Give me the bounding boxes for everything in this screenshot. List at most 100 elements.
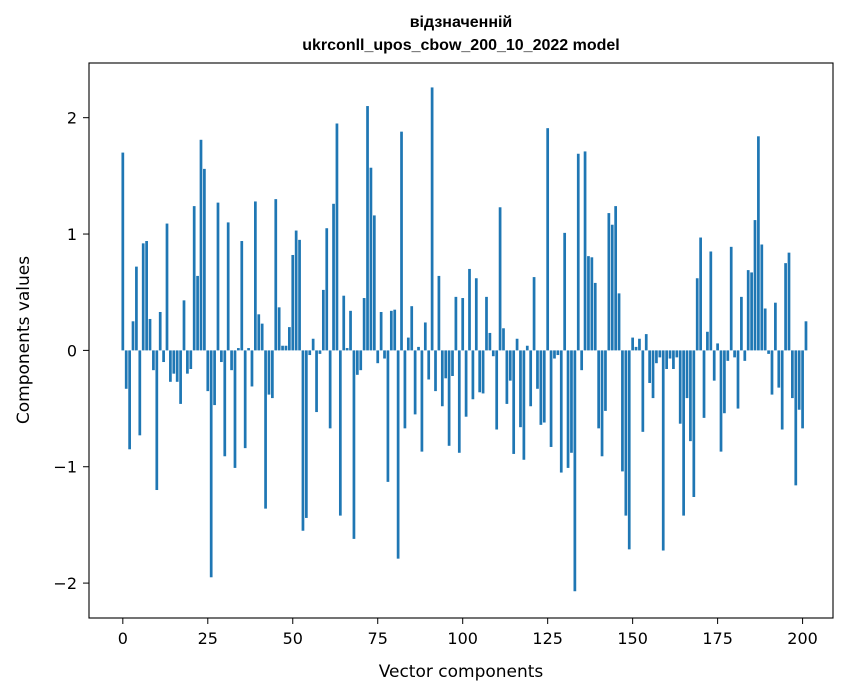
bar xyxy=(488,332,492,351)
y-tick-label: −2 xyxy=(53,574,77,593)
bar xyxy=(481,350,485,394)
bar xyxy=(277,307,281,351)
bar xyxy=(610,224,614,351)
bar xyxy=(362,298,366,351)
bar xyxy=(699,237,702,351)
bar xyxy=(791,350,794,399)
bar xyxy=(549,350,553,447)
bar xyxy=(451,350,454,376)
bar xyxy=(655,350,658,364)
bar xyxy=(196,275,199,351)
bar xyxy=(267,350,271,395)
bar xyxy=(342,295,346,351)
bar xyxy=(393,309,397,351)
bar xyxy=(644,334,648,351)
bar xyxy=(726,350,730,361)
bar xyxy=(631,337,634,351)
chart-title-line-1: відзначенній xyxy=(410,14,513,31)
bar xyxy=(685,350,689,399)
bar xyxy=(546,128,550,351)
bar xyxy=(315,350,318,413)
bar xyxy=(723,350,726,414)
bar xyxy=(593,282,597,351)
bar xyxy=(614,206,618,351)
bar xyxy=(328,350,332,429)
bar xyxy=(529,350,533,407)
bar xyxy=(318,350,322,354)
bar xyxy=(746,270,750,351)
bar xyxy=(801,350,804,429)
bar xyxy=(600,350,604,457)
bar xyxy=(709,251,713,351)
bar xyxy=(780,350,784,430)
bar xyxy=(590,257,594,351)
bar xyxy=(352,350,356,539)
bar xyxy=(621,350,624,472)
x-tick-label: 100 xyxy=(447,629,478,648)
bar xyxy=(311,338,315,351)
bar xyxy=(716,343,719,351)
x-tick-label: 50 xyxy=(283,629,303,648)
bar xyxy=(209,350,213,578)
bar xyxy=(308,350,312,356)
bar xyxy=(192,206,196,351)
bar xyxy=(566,350,570,468)
bar xyxy=(604,350,607,411)
x-tick-label: 0 xyxy=(118,629,128,648)
bar xyxy=(733,350,736,358)
bar xyxy=(485,296,488,351)
bar xyxy=(376,350,380,364)
bar xyxy=(502,328,505,351)
bar xyxy=(274,199,278,351)
bar xyxy=(665,350,668,370)
bar xyxy=(403,350,407,429)
bar xyxy=(702,350,706,418)
bar xyxy=(223,350,227,457)
bar xyxy=(491,350,495,357)
bar xyxy=(607,213,611,351)
x-tick-label: 200 xyxy=(787,629,818,648)
bar xyxy=(355,350,359,375)
x-tick-label: 75 xyxy=(368,629,388,648)
bar xyxy=(512,350,516,454)
bar xyxy=(345,348,349,351)
bar xyxy=(583,151,587,351)
bar xyxy=(553,350,556,359)
bar xyxy=(366,106,369,351)
bar xyxy=(617,293,621,351)
bar xyxy=(203,168,206,351)
bar xyxy=(410,306,414,351)
bar xyxy=(784,263,787,351)
bar xyxy=(420,350,424,452)
bar xyxy=(706,331,709,351)
bar xyxy=(740,296,743,351)
bar xyxy=(736,350,740,409)
y-tick-label: −1 xyxy=(53,458,77,477)
bar xyxy=(158,311,162,351)
bar xyxy=(753,220,757,351)
bar xyxy=(695,278,699,351)
bar xyxy=(213,350,216,406)
bar xyxy=(247,348,250,351)
bar xyxy=(750,272,753,351)
bar xyxy=(400,131,403,351)
bar xyxy=(135,266,138,351)
bar xyxy=(359,350,363,371)
bar xyxy=(165,223,169,351)
bar xyxy=(372,215,376,351)
bar xyxy=(461,298,465,351)
y-axis-label: Components values xyxy=(14,256,34,424)
bar xyxy=(661,350,665,551)
bar xyxy=(332,203,335,351)
bar xyxy=(797,350,801,410)
bar xyxy=(141,243,145,351)
plot-frame xyxy=(88,62,834,619)
bar xyxy=(379,311,383,351)
bar xyxy=(349,310,352,351)
bar xyxy=(464,350,468,417)
bar xyxy=(172,350,176,374)
bar xyxy=(692,350,696,497)
bar xyxy=(454,296,458,351)
bar xyxy=(175,350,179,382)
